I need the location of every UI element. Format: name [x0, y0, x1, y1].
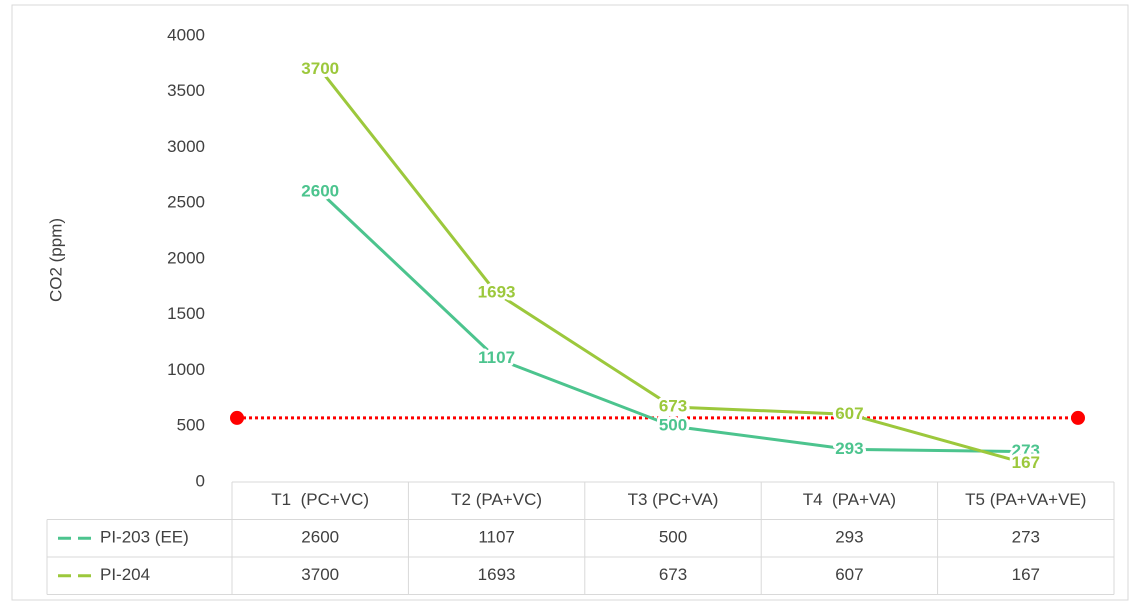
- data-label: 1693: [478, 283, 516, 302]
- y-tick-label: 3000: [167, 137, 205, 156]
- y-tick-label: 4000: [167, 25, 205, 44]
- y-tick-label: 2500: [167, 193, 205, 212]
- legend-label: PI-204: [100, 565, 150, 584]
- table-cell: 273: [1012, 528, 1040, 547]
- x-tick-label: T5 (PA+VA+VE): [965, 490, 1086, 509]
- y-tick-label: 1000: [167, 360, 205, 379]
- table-cell: 293: [835, 528, 863, 547]
- y-axis-title: CO2 (ppm): [46, 218, 65, 302]
- table-cell: 607: [835, 565, 863, 584]
- table-cell: 3700: [301, 565, 339, 584]
- table-cell: 673: [659, 565, 687, 584]
- series-line: [319, 68, 1027, 465]
- table-cell: 2600: [301, 528, 339, 547]
- y-tick-label: 1500: [167, 304, 205, 323]
- y-tick-label: 3500: [167, 81, 205, 100]
- table-cell: 1693: [478, 565, 516, 584]
- chart-border: [11, 4, 1129, 601]
- data-label: 273: [1012, 441, 1040, 460]
- data-label: 293: [835, 439, 863, 458]
- reference-point: [230, 410, 244, 425]
- table-cell: 167: [1012, 565, 1040, 584]
- x-tick-label: T3 (PC+VA): [628, 490, 719, 509]
- data-label: 167: [1012, 453, 1040, 472]
- table-cell: 1107: [478, 528, 515, 547]
- data-label: 1107: [478, 348, 515, 367]
- reference-point: [1071, 410, 1085, 425]
- x-tick-label: T1 (PC+VC): [271, 490, 369, 509]
- data-label: 500: [659, 416, 687, 435]
- y-tick-label: 2000: [167, 248, 205, 267]
- series-line: [319, 191, 1026, 454]
- legend-label: PI-203 (EE): [100, 528, 189, 547]
- y-tick-label: 500: [177, 416, 205, 435]
- data-label: 673: [659, 396, 687, 415]
- data-label: 3700: [301, 59, 339, 78]
- data-label: 2600: [301, 182, 339, 201]
- data-label: 607: [835, 404, 863, 423]
- x-tick-label: T2 (PA+VC): [451, 490, 542, 509]
- x-tick-label: T4 (PA+VA): [803, 490, 896, 509]
- table-cell: 500: [659, 528, 687, 547]
- y-tick-label: 0: [196, 471, 205, 490]
